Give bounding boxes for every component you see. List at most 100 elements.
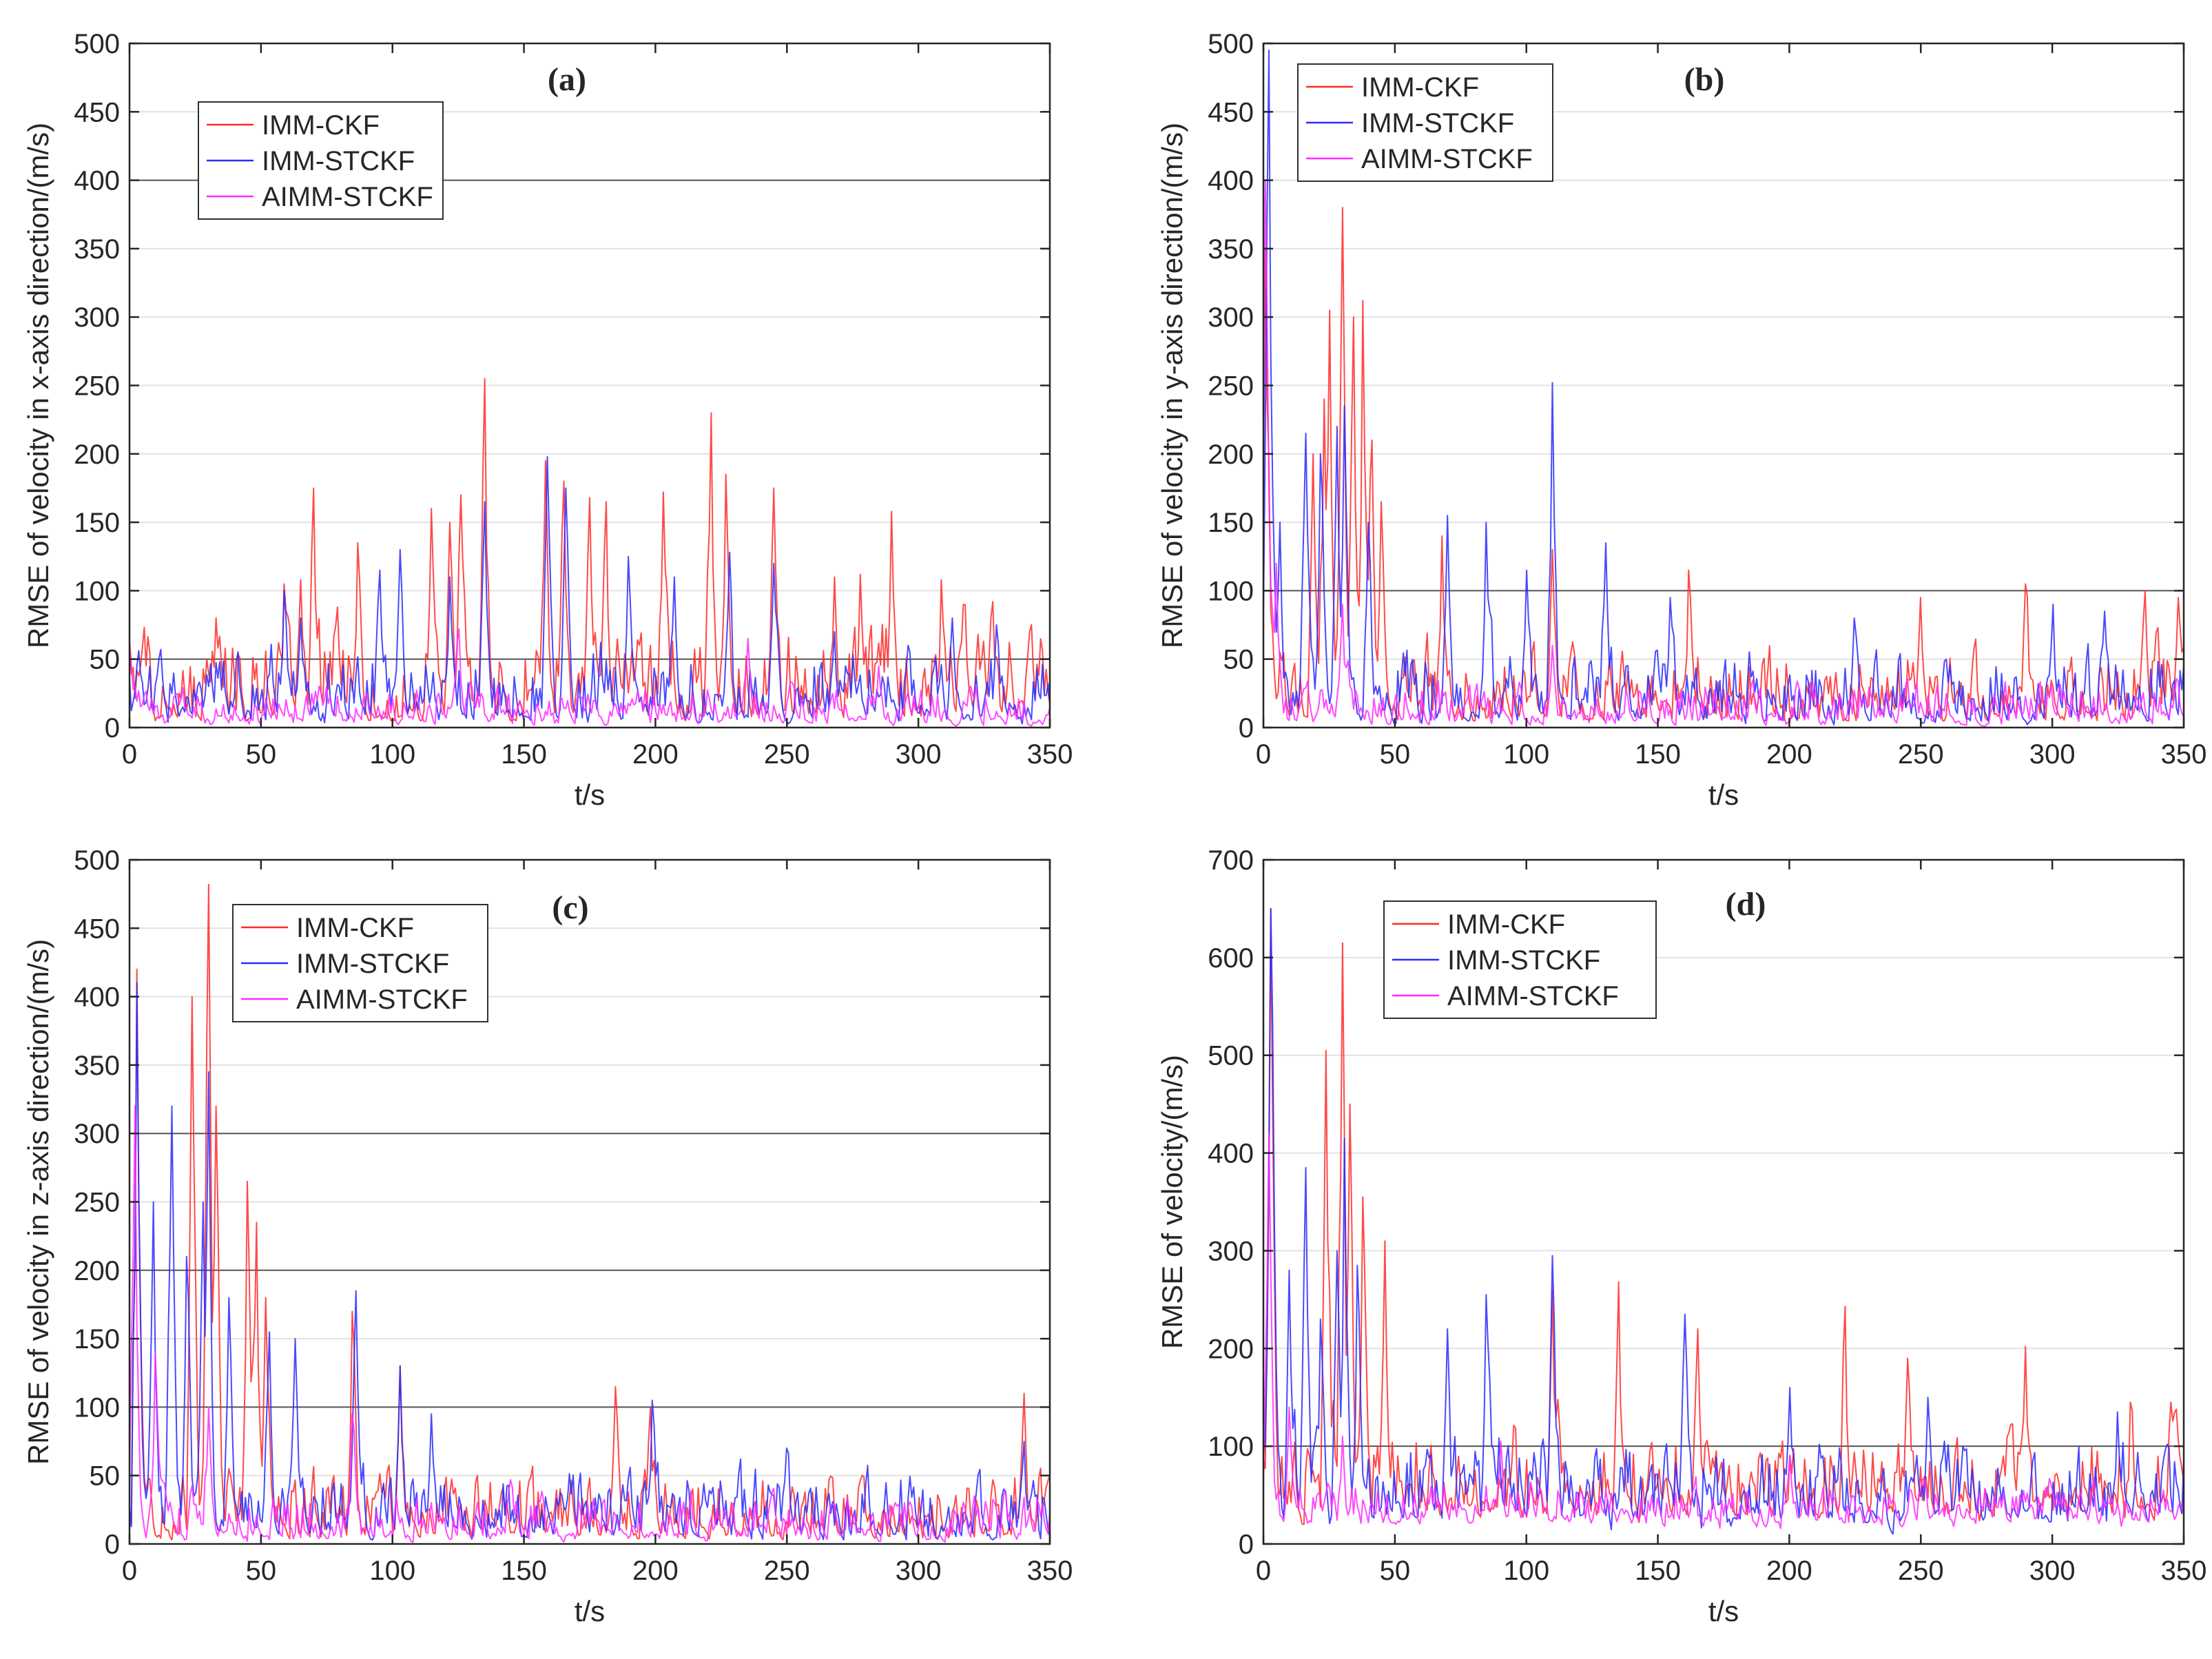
x-tick-label: 100	[1503, 1556, 1549, 1586]
legend-label: IMM-CKF	[1361, 72, 1479, 103]
y-axis-label: RMSE of velocity in x-axis direction/(m/…	[22, 123, 54, 648]
y-tick-label: 450	[74, 97, 120, 127]
y-tick-label: 300	[1208, 302, 1254, 333]
y-tick-label: 100	[1208, 576, 1254, 606]
y-tick-label: 100	[1208, 1432, 1254, 1462]
y-tick-label: 300	[74, 1119, 120, 1149]
legend-label: AIMM-STCKF	[1361, 144, 1533, 174]
legend-label: AIMM-STCKF	[296, 985, 468, 1015]
y-tick-label: 200	[74, 440, 120, 470]
y-tick-label: 350	[1208, 234, 1254, 265]
y-tick-label: 0	[105, 713, 120, 743]
legend-label: IMM-STCKF	[262, 146, 415, 176]
legend-label: IMM-STCKF	[1447, 945, 1600, 976]
x-tick-label: 200	[1766, 1556, 1812, 1586]
x-tick-label: 50	[1380, 739, 1411, 770]
x-tick-label: 300	[896, 739, 942, 770]
legend-label: IMM-STCKF	[296, 949, 449, 979]
y-tick-label: 250	[74, 371, 120, 402]
y-tick-label: 400	[1208, 1139, 1254, 1169]
x-tick-label: 200	[632, 1556, 679, 1586]
y-tick-label: 300	[74, 302, 120, 333]
y-tick-label: 100	[74, 1392, 120, 1423]
legend-label: IMM-STCKF	[1361, 108, 1514, 138]
y-axis-label: RMSE of velocity/(m/s)	[1156, 1055, 1188, 1349]
y-tick-label: 0	[1239, 713, 1254, 743]
y-tick-label: 0	[1239, 1529, 1254, 1560]
x-axis-label: t/s	[1708, 779, 1739, 811]
panel-d: 0 50 100 150 200 250 300 350 0 100 200 300 400 500 600…	[1156, 845, 2206, 1627]
y-tick-label: 150	[1208, 508, 1254, 538]
y-axis-label: RMSE of velocity in z-axis direction/(m/…	[22, 939, 54, 1465]
y-tick-label: 50	[1223, 645, 1254, 675]
x-tick-label: 0	[122, 739, 137, 770]
x-tick-label: 100	[369, 739, 415, 770]
x-tick-label: 150	[501, 1556, 547, 1586]
legend-label: IMM-CKF	[1447, 909, 1565, 940]
series-line-imm-ckf	[1263, 907, 2184, 1525]
x-tick-label: 150	[501, 739, 547, 770]
y-tick-label: 250	[1208, 371, 1254, 402]
y-tick-label: 50	[90, 1461, 121, 1492]
y-tick-label: 150	[74, 1324, 120, 1354]
x-tick-label: 100	[1503, 739, 1549, 770]
panel-tag: (b)	[1684, 61, 1725, 98]
series-line-aimm-stckf	[1263, 1133, 2184, 1529]
y-tick-label: 250	[74, 1188, 120, 1218]
y-tick-label: 150	[74, 508, 120, 538]
series-line-imm-stckf	[129, 982, 1051, 1540]
legend: IMM-CKF IMM-STCKF AIMM-STCKF	[1383, 900, 1657, 1019]
x-tick-label: 0	[122, 1556, 137, 1586]
x-tick-label: 200	[1766, 739, 1812, 770]
x-tick-label: 50	[246, 1556, 277, 1586]
legend: IMM-CKF IMM-STCKF AIMM-STCKF	[1297, 63, 1553, 182]
panel-a: 0 50 100 150 200 250 300 350 0 50 100 150 200 250 300 3…	[22, 29, 1073, 811]
legend-box	[1297, 63, 1553, 182]
x-tick-label: 250	[1898, 1556, 1944, 1586]
panel-tag: (d)	[1726, 886, 1766, 923]
x-tick-label: 350	[1027, 739, 1073, 770]
y-axis-label: RMSE of velocity in y-axis direction/(m/…	[1156, 123, 1188, 648]
y-tick-label: 200	[1208, 440, 1254, 470]
x-tick-label: 150	[1635, 739, 1681, 770]
x-tick-label: 200	[632, 739, 679, 770]
x-axis-label: t/s	[1708, 1595, 1739, 1627]
legend-label: IMM-CKF	[262, 110, 380, 141]
y-tick-label: 350	[74, 234, 120, 265]
y-tick-label: 50	[90, 645, 121, 675]
y-tick-label: 700	[1208, 845, 1254, 876]
y-tick-label: 200	[74, 1256, 120, 1286]
panel-b: 0 50 100 150 200 250 300 350 0 50 100 150 200 250 300 3…	[1156, 29, 2206, 811]
x-tick-label: 250	[764, 739, 810, 770]
panel-tag: (c)	[552, 889, 588, 926]
series-line-aimm-stckf	[129, 1105, 1051, 1543]
y-tick-label: 450	[74, 914, 120, 944]
series-line-aimm-stckf	[1263, 179, 2184, 728]
x-tick-label: 250	[1898, 739, 1944, 770]
x-tick-label: 0	[1256, 1556, 1271, 1586]
y-tick-label: 400	[74, 982, 120, 1013]
x-tick-label: 50	[246, 739, 277, 770]
legend: IMM-CKF IMM-STCKF AIMM-STCKF	[232, 904, 488, 1022]
series-line-imm-stckf	[1263, 49, 2184, 725]
series-line-imm-stckf	[1263, 907, 2184, 1535]
y-tick-label: 100	[74, 576, 120, 606]
y-tick-label: 500	[1208, 1041, 1254, 1071]
x-tick-label: 300	[2029, 739, 2076, 770]
x-tick-label: 50	[1380, 1556, 1411, 1586]
x-tick-label: 100	[369, 1556, 415, 1586]
y-tick-label: 500	[1208, 29, 1254, 59]
y-tick-label: 500	[74, 845, 120, 876]
legend-label: AIMM-STCKF	[262, 182, 433, 212]
x-tick-label: 150	[1635, 1556, 1681, 1586]
x-tick-label: 300	[2029, 1556, 2076, 1586]
series-line-aimm-stckf	[129, 628, 1051, 727]
panel-c: 0 50 100 150 200 250 300 350 0 50 100 150 200 250 300 3…	[22, 845, 1073, 1627]
y-tick-label: 200	[1208, 1334, 1254, 1364]
y-tick-label: 400	[74, 166, 120, 196]
x-tick-label: 350	[2161, 739, 2207, 770]
y-tick-label: 500	[74, 29, 120, 59]
y-tick-label: 600	[1208, 943, 1254, 973]
x-axis-label: t/s	[575, 779, 605, 811]
